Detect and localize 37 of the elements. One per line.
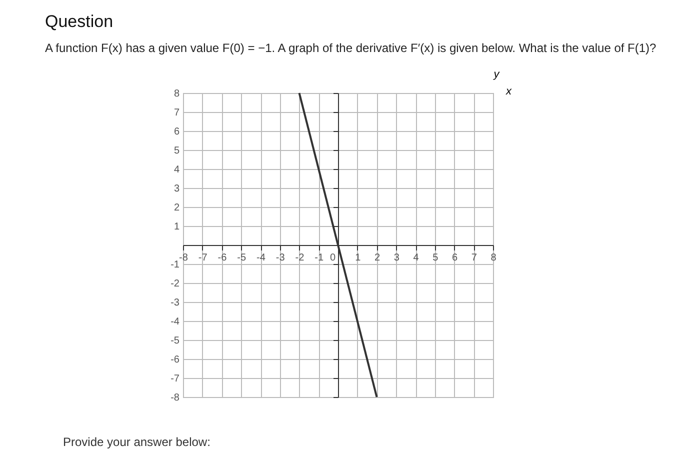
y-tick-label: 1 [174, 222, 180, 232]
x-tick-label: 3 [394, 252, 400, 264]
y-tick-label: 5 [174, 146, 180, 156]
y-tick-label: 7 [174, 108, 180, 118]
x-tick-label: 1 [355, 252, 362, 264]
chart-subtitle: A function F(x) has a given value F(0) = −1. A graph of the derivative F′(x) is given below. What is the value of F(1)? [45, 41, 657, 55]
y-tick-label: 3 [174, 184, 180, 194]
y-tick-label: -1 [170, 260, 180, 270]
y-tick-label: -4 [170, 316, 180, 328]
y-tick-label: -8 [170, 392, 180, 404]
x-tick-label: -4 [256, 252, 266, 264]
y-tick-label: 2 [174, 202, 180, 214]
x-tick-label: 6 [452, 252, 458, 264]
y-tick-label: 4 [174, 164, 180, 176]
x-axis-title: x [505, 86, 512, 98]
y-tick-label: -5 [170, 336, 180, 346]
x-tick-label: 5 [432, 252, 439, 264]
x-tick-label: 8 [490, 252, 497, 264]
x-tick-label: -3 [276, 252, 286, 264]
y-tick-label: -3 [170, 298, 180, 308]
x-tick-label: -7 [198, 252, 208, 264]
x-tick-label: 4 [413, 252, 420, 264]
x-tick-label: -1 [314, 252, 324, 264]
x-tick-label: 2 [374, 252, 380, 264]
x-tick-label: -5 [237, 252, 246, 264]
y-tick-label: -7 [170, 374, 180, 384]
text: Provide your answer below: [63, 435, 210, 449]
x-tick-label: -6 [218, 252, 228, 264]
y-axis-title: y [492, 68, 501, 80]
chart-title: Question [45, 12, 114, 31]
x-tick-label: 0 [330, 252, 336, 264]
y-tick-label: 6 [174, 126, 180, 138]
y-tick-label: -6 [170, 354, 180, 366]
x-tick-label: -2 [295, 252, 305, 264]
y-tick-label: 8 [174, 88, 180, 100]
x-tick-label: 7 [471, 252, 478, 264]
y-tick-label: -2 [170, 278, 180, 290]
